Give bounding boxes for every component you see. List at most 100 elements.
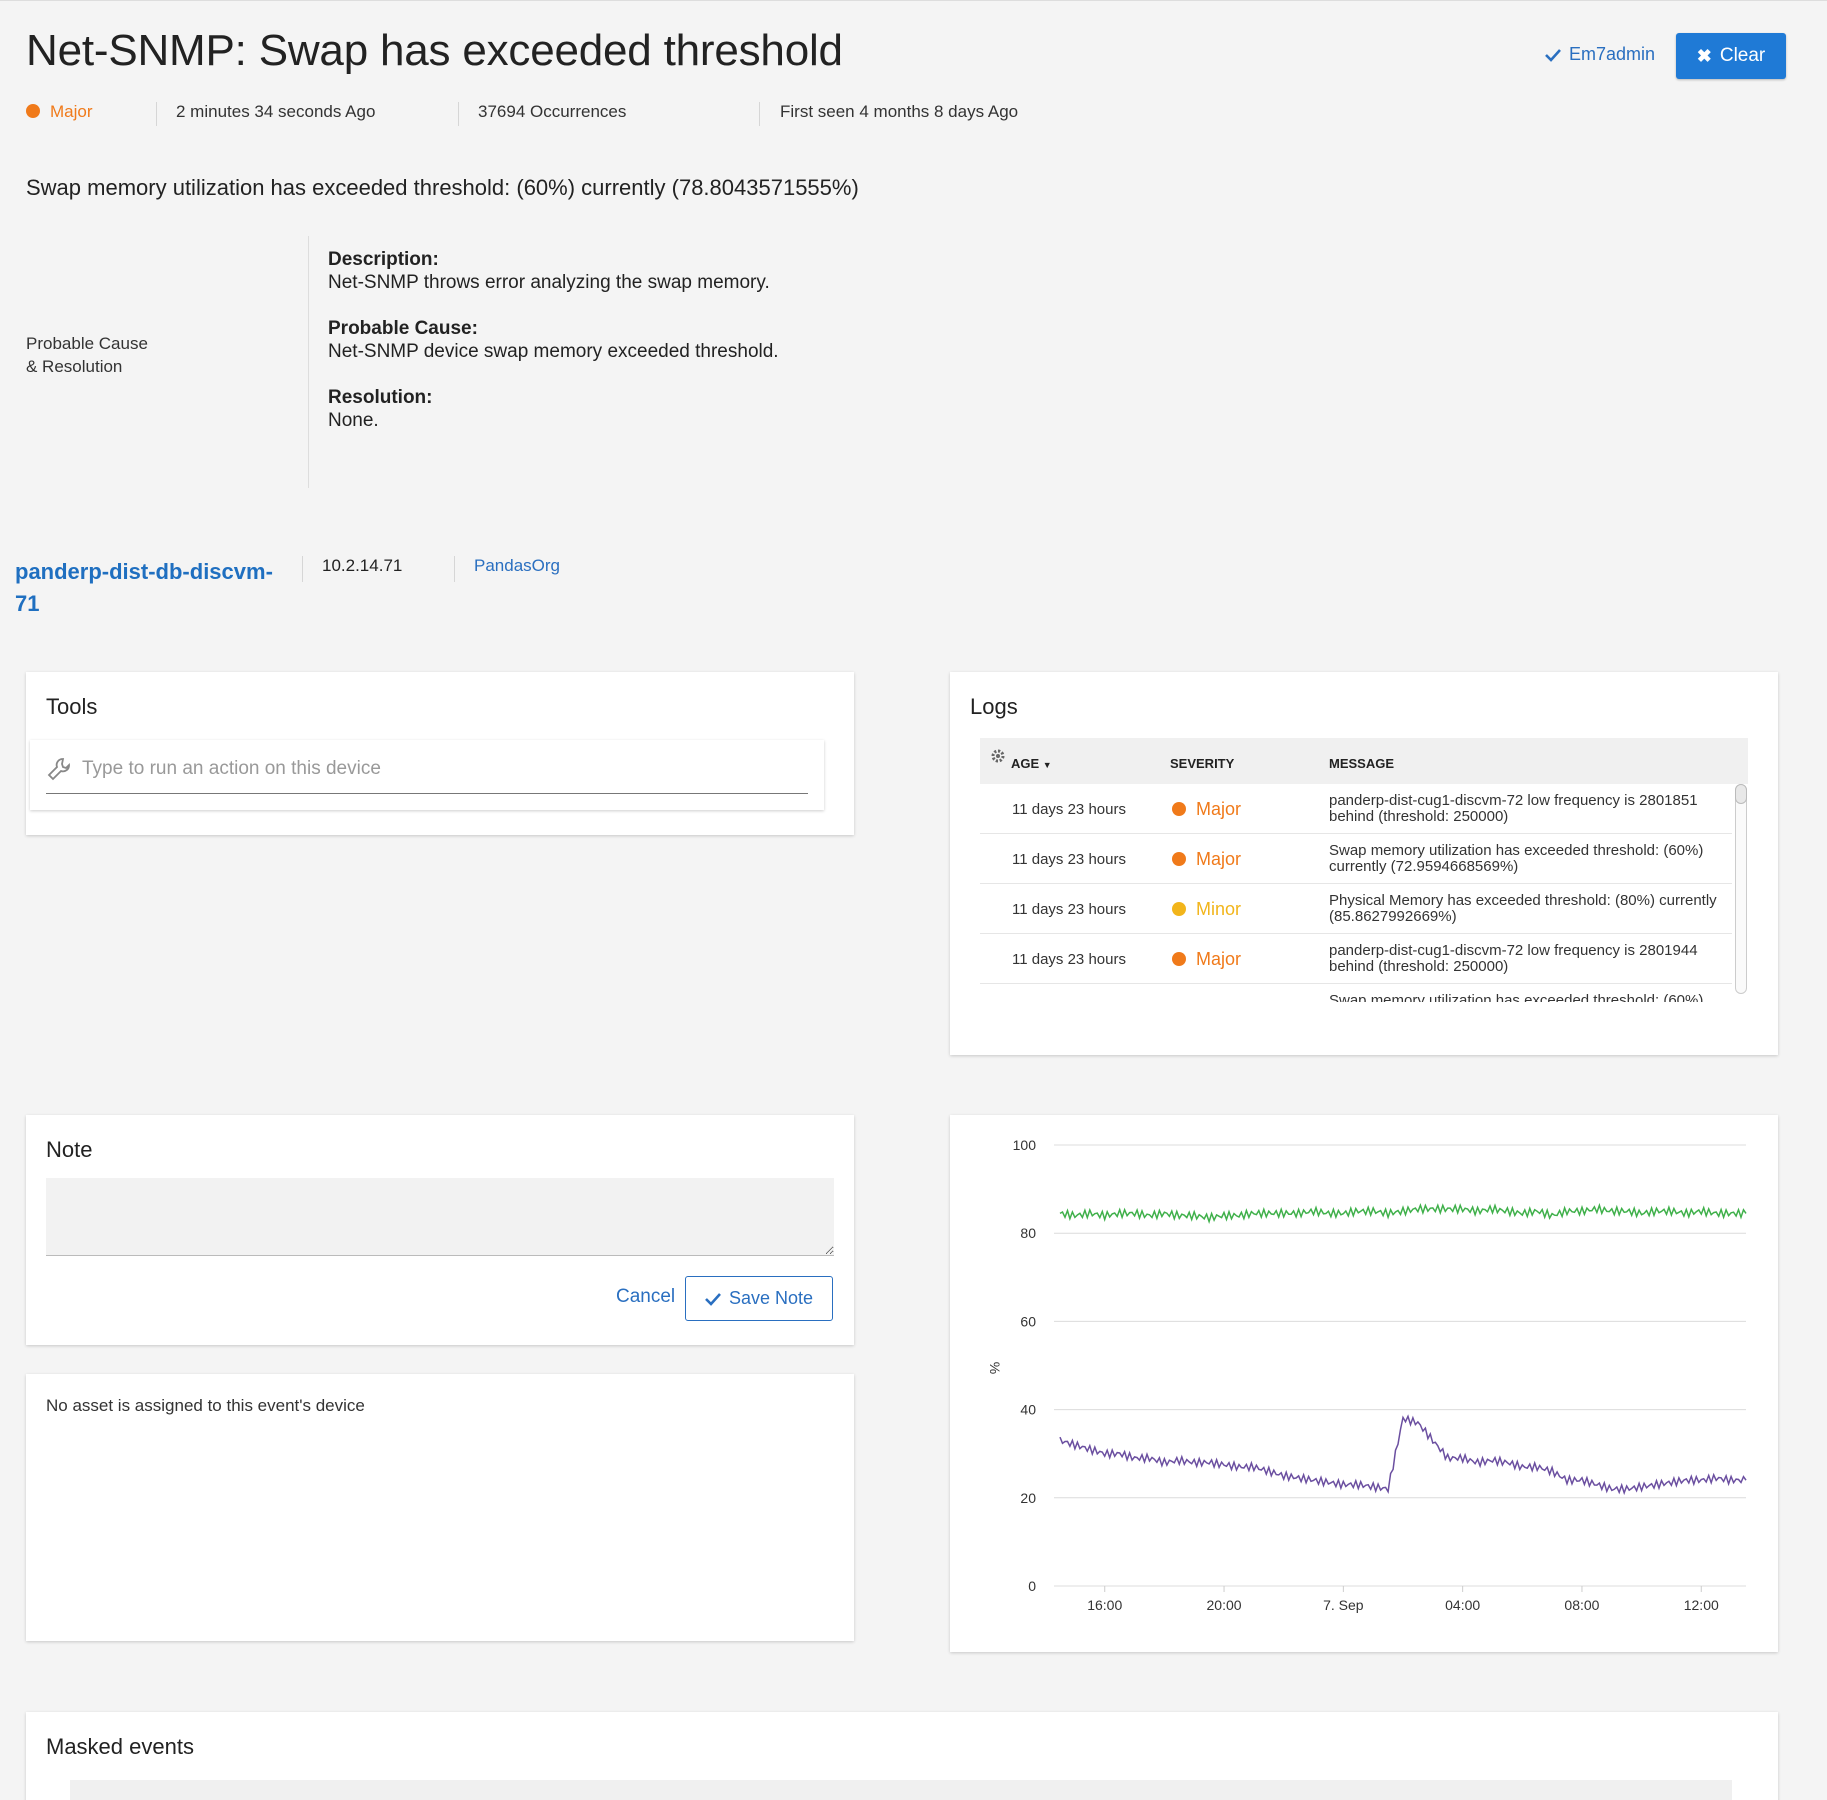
tools-title: Tools — [46, 694, 98, 719]
series-line-1 — [1059, 1202, 1747, 1225]
log-message: panderp-dist-cug1-discvm-72 low frequenc… — [1329, 792, 1698, 825]
log-age: 11 days 23 hours — [1012, 951, 1126, 968]
log-message: Swap memory utilization has exceeded thr… — [1329, 842, 1704, 875]
first-seen: First seen 4 months 8 days Ago — [780, 102, 1019, 121]
logs-card: Logs — [950, 672, 1778, 1055]
logs-table: AGE ▼ SEVERITY MESSAGE 11 days 23 hours M… — [980, 738, 1748, 1002]
divider — [458, 102, 459, 126]
acknowledged-user: Em7admin — [1569, 44, 1656, 64]
divider — [156, 102, 157, 126]
device-ip: 10.2.14.71 — [322, 556, 403, 575]
log-message: Swap memory utilization has exceeded thr… — [1329, 992, 1704, 1003]
wrench-icon — [47, 758, 70, 781]
logs-title: Logs — [970, 694, 1018, 719]
divider — [302, 556, 303, 582]
message-column-header[interactable]: MESSAGE — [1329, 756, 1395, 771]
masked-events-title: Masked events — [46, 1734, 194, 1759]
gear-icon[interactable] — [990, 748, 1006, 764]
logs-header: AGE ▼ SEVERITY MESSAGE — [980, 738, 1748, 784]
save-note-button[interactable]: Save Note — [685, 1276, 833, 1321]
severity-badge: Major — [26, 102, 93, 122]
y-tick-label: 60 — [1020, 1313, 1036, 1329]
tool-action-input[interactable] — [82, 754, 782, 784]
log-row[interactable]: 11 days 23 hours Major panderp-dist-cug1-d… — [980, 934, 1732, 984]
sort-down-icon: ▼ — [1042, 760, 1052, 770]
cancel-button[interactable]: Cancel — [616, 1286, 676, 1307]
check-icon — [1545, 48, 1561, 62]
pcr-label-line2: & Resolution — [26, 357, 123, 376]
resolution-heading: Resolution: — [328, 387, 433, 408]
chart-card: 0 20 40 60 80 100% 16:00 20:00 7. Sep 04:00 08:00 1… — [950, 1115, 1778, 1652]
log-row[interactable]: 11 days 23 hours Major panderp-dist-cug1-d… — [980, 784, 1732, 834]
occurrences: 37694 Occurrences — [478, 102, 627, 121]
note-title: Note — [46, 1137, 93, 1162]
clear-button[interactable]: ✖ Clear — [1676, 33, 1786, 79]
log-message: panderp-dist-cug1-discvm-72 low frequenc… — [1329, 942, 1698, 975]
y-tick-label: 80 — [1020, 1225, 1036, 1241]
severity-column-header[interactable]: SEVERITY — [1170, 756, 1235, 771]
logs-scrollbar[interactable] — [1732, 784, 1748, 1002]
log-severity-label: Major — [1196, 949, 1242, 969]
resolution-text: None. — [328, 410, 379, 431]
x-tick-label: 12:00 — [1684, 1597, 1719, 1613]
pcr-divider — [308, 236, 309, 488]
log-row[interactable]: 11 days 23 hours Minor Physical Memory has… — [980, 884, 1732, 934]
x-tick-label: 7. Sep — [1323, 1597, 1364, 1613]
log-severity: Major — [1172, 849, 1241, 870]
log-severity: Minor — [1172, 899, 1241, 920]
log-severity: Major — [1172, 949, 1241, 970]
log-age: 11 days 23 hours — [1012, 801, 1126, 818]
y-tick-label: 100 — [1013, 1137, 1037, 1153]
save-note-label: Save Note — [728, 1288, 814, 1308]
x-tick-label: 20:00 — [1207, 1597, 1242, 1613]
device-name-line2: 71 — [15, 591, 40, 616]
top-border — [0, 0, 1827, 1]
y-tick-label: 0 — [1028, 1578, 1036, 1594]
device-name-link[interactable]: panderp-dist-db-discvm- 71 — [15, 556, 275, 620]
log-severity-label: Minor — [1196, 899, 1242, 919]
log-row[interactable]: 11 days 23 hours Major Swap memory utiliza… — [980, 834, 1732, 884]
log-row[interactable]: Swap memory utilization has exceeded thr… — [980, 984, 1732, 1003]
severity-dot-icon — [1172, 852, 1186, 866]
input-underline — [46, 793, 808, 794]
divider — [454, 556, 455, 582]
y-tick-label: 20 — [1020, 1490, 1036, 1506]
log-age: 11 days 23 hours — [1012, 901, 1126, 918]
log-severity: Major — [1172, 799, 1241, 820]
severity-dot-icon — [1172, 952, 1186, 966]
performance-chart: 0 20 40 60 80 100% 16:00 20:00 7. Sep 04:00 08:00 1… — [987, 1137, 1747, 1613]
severity-dot-icon — [1172, 802, 1186, 816]
severity-label: Major — [50, 102, 93, 121]
pcr-label-line1: Probable Cause — [26, 334, 148, 353]
pcr-content: Description: Net-SNMP throws error analyz… — [328, 248, 779, 455]
event-summary: Swap memory utilization has exceeded thr… — [26, 175, 859, 200]
divider — [759, 102, 760, 126]
description-heading: Description: — [328, 249, 439, 270]
acknowledged-by[interactable]: Em7admin — [1545, 44, 1655, 65]
x-tick-label: 04:00 — [1445, 1597, 1480, 1613]
check-icon — [705, 1292, 721, 1306]
series-line-2 — [1059, 1414, 1747, 1496]
severity-dot-icon — [1172, 902, 1186, 916]
last-seen: 2 minutes 34 seconds Ago — [176, 102, 376, 121]
scroll-thumb[interactable] — [1735, 784, 1747, 804]
log-age: 11 days 23 hours — [1012, 851, 1126, 868]
masked-events-header — [70, 1780, 1732, 1800]
log-severity-label: Major — [1196, 799, 1242, 819]
x-tick-label: 16:00 — [1087, 1597, 1122, 1613]
description-text: Net-SNMP throws error analyzing the swap… — [328, 272, 770, 293]
age-header-label: AGE — [1011, 756, 1040, 771]
cause-text: Net-SNMP device swap memory exceeded thr… — [328, 341, 779, 362]
age-column-header[interactable]: AGE ▼ — [1011, 756, 1052, 771]
asset-message: No asset is assigned to this event's dev… — [46, 1396, 365, 1415]
log-message: Physical Memory has exceeded threshold: … — [1329, 892, 1717, 925]
close-icon: ✖ — [1696, 45, 1712, 66]
x-tick-label: 08:00 — [1564, 1597, 1599, 1613]
device-name-line1: panderp-dist-db-discvm- — [15, 559, 273, 584]
page-title: Net-SNMP: Swap has exceeded threshold — [26, 26, 843, 75]
note-textarea[interactable] — [46, 1178, 834, 1256]
organization-link[interactable]: PandasOrg — [474, 556, 560, 575]
severity-dot-icon — [26, 104, 40, 118]
cause-heading: Probable Cause: — [328, 318, 478, 339]
clear-button-label: Clear — [1719, 45, 1766, 66]
